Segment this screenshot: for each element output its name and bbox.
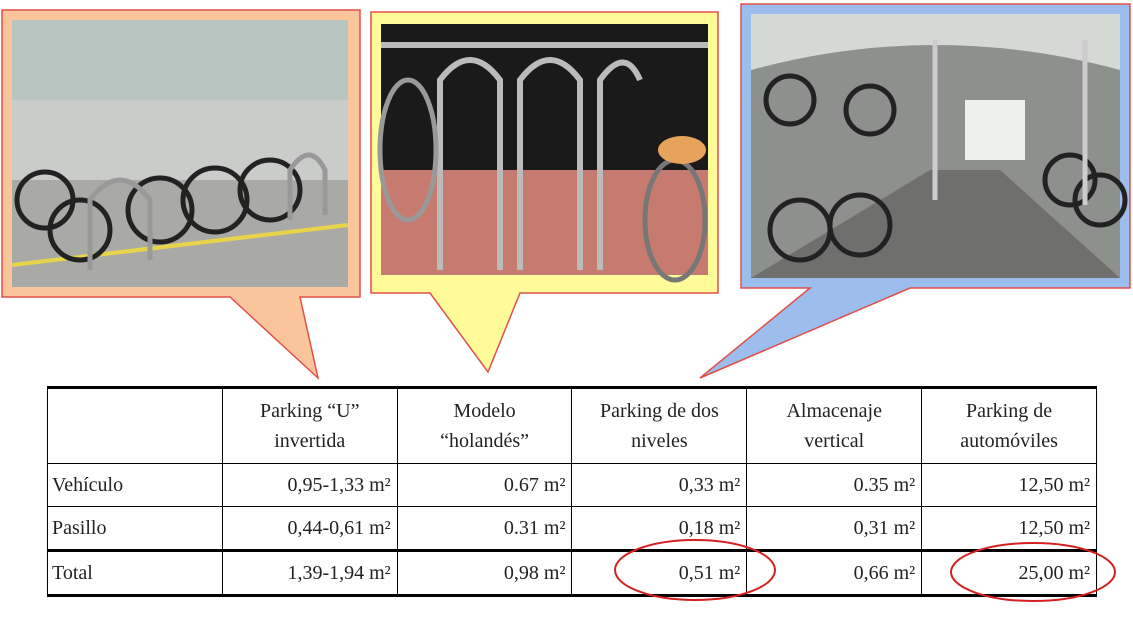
column-header: Parking de dos niveles	[571, 386, 748, 464]
row-label: Total	[47, 549, 223, 597]
area-cell: 12,50 m²	[921, 463, 1097, 507]
area-cell: 0,33 m²	[571, 463, 748, 507]
area-cell: 0,95-1,33 m²	[221, 463, 398, 507]
table-body: Vehículo 0,95-1,33 m² 0.67 m² 0,33 m² 0.35 m…	[47, 463, 1097, 597]
corner-cell	[47, 386, 223, 464]
table-row: Pasillo 0,44-0,61 m² 0.31 m² 0,18 m² 0,31 m²…	[47, 506, 1097, 551]
column-header: Almacenaje vertical	[746, 386, 923, 464]
photo-dos-niveles	[751, 14, 1128, 278]
comparison-table: Parking “U” invertida Modelo “holandés” Pa…	[47, 386, 1097, 597]
area-cell: 0,98 m²	[396, 549, 573, 597]
area-cell: 0.67 m²	[396, 463, 573, 507]
table-row: Vehículo 0,95-1,33 m² 0.67 m² 0,33 m² 0.35 m…	[47, 463, 1097, 507]
photo-holandes	[377, 24, 708, 283]
photo-u	[11, 20, 349, 287]
row-label: Pasillo	[47, 506, 223, 551]
area-cell: 25,00 m²	[921, 549, 1097, 597]
area-cell: 0.35 m²	[746, 463, 923, 507]
area-cell: 0,44-0,61 m²	[221, 506, 398, 551]
area-cell: 0.31 m²	[396, 506, 573, 551]
column-header: Modelo “holandés”	[396, 386, 573, 464]
area-cell: 0,31 m²	[746, 506, 923, 551]
table-row: Total 1,39-1,94 m² 0,98 m² 0,51 m² 0,66 m² 25…	[47, 549, 1097, 597]
header-row: Parking “U” invertida Modelo “holandés” Pa…	[47, 386, 1097, 464]
column-header: Parking “U” invertida	[221, 386, 398, 464]
area-cell: 0,66 m²	[746, 549, 923, 597]
area-cell: 12,50 m²	[921, 506, 1097, 551]
area-cell: 1,39-1,94 m²	[221, 549, 398, 597]
area-cell: 0,18 m²	[571, 506, 748, 551]
area-cell: 0,51 m²	[571, 549, 748, 597]
column-header: Parking de automóviles	[921, 386, 1097, 464]
row-label: Vehículo	[47, 463, 223, 507]
